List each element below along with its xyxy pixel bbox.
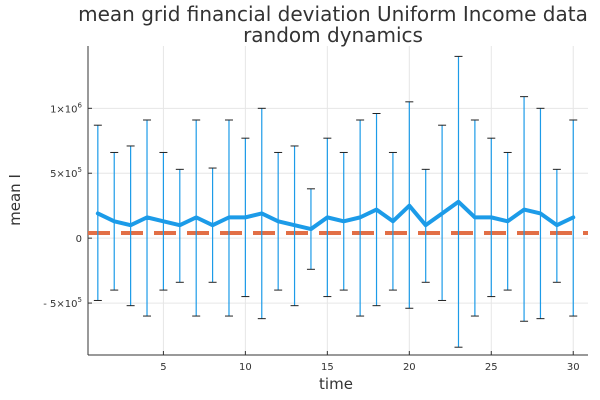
x-tick-label: 10 bbox=[239, 362, 252, 373]
error-bars bbox=[93, 55, 578, 348]
tick-labels: 5 10 15 20 25 30 - 5×105 0 5×105 1×106 bbox=[43, 101, 579, 373]
x-tick-label: 20 bbox=[403, 362, 416, 373]
mean-series-line bbox=[95, 199, 576, 232]
x-tick-label: 5 bbox=[160, 362, 166, 373]
x-tick-label: 25 bbox=[485, 362, 498, 373]
chart-title-line-1: mean grid financial deviation Uniform In… bbox=[78, 2, 588, 26]
mean-line-layer bbox=[95, 199, 576, 232]
y-tick-label: - 5×105 bbox=[43, 296, 82, 310]
x-tick-label: 30 bbox=[567, 362, 580, 373]
y-tick-label: 1×106 bbox=[50, 101, 82, 115]
y-axis-label: mean I bbox=[6, 174, 24, 226]
axes bbox=[87, 46, 588, 356]
x-axis-label: time bbox=[319, 375, 353, 393]
x-tick-label: 15 bbox=[321, 362, 334, 373]
y-tick-label: 5×105 bbox=[50, 166, 82, 180]
y-tick-label: 0 bbox=[76, 234, 82, 245]
chart-title-line-2: random dynamics bbox=[243, 23, 423, 47]
